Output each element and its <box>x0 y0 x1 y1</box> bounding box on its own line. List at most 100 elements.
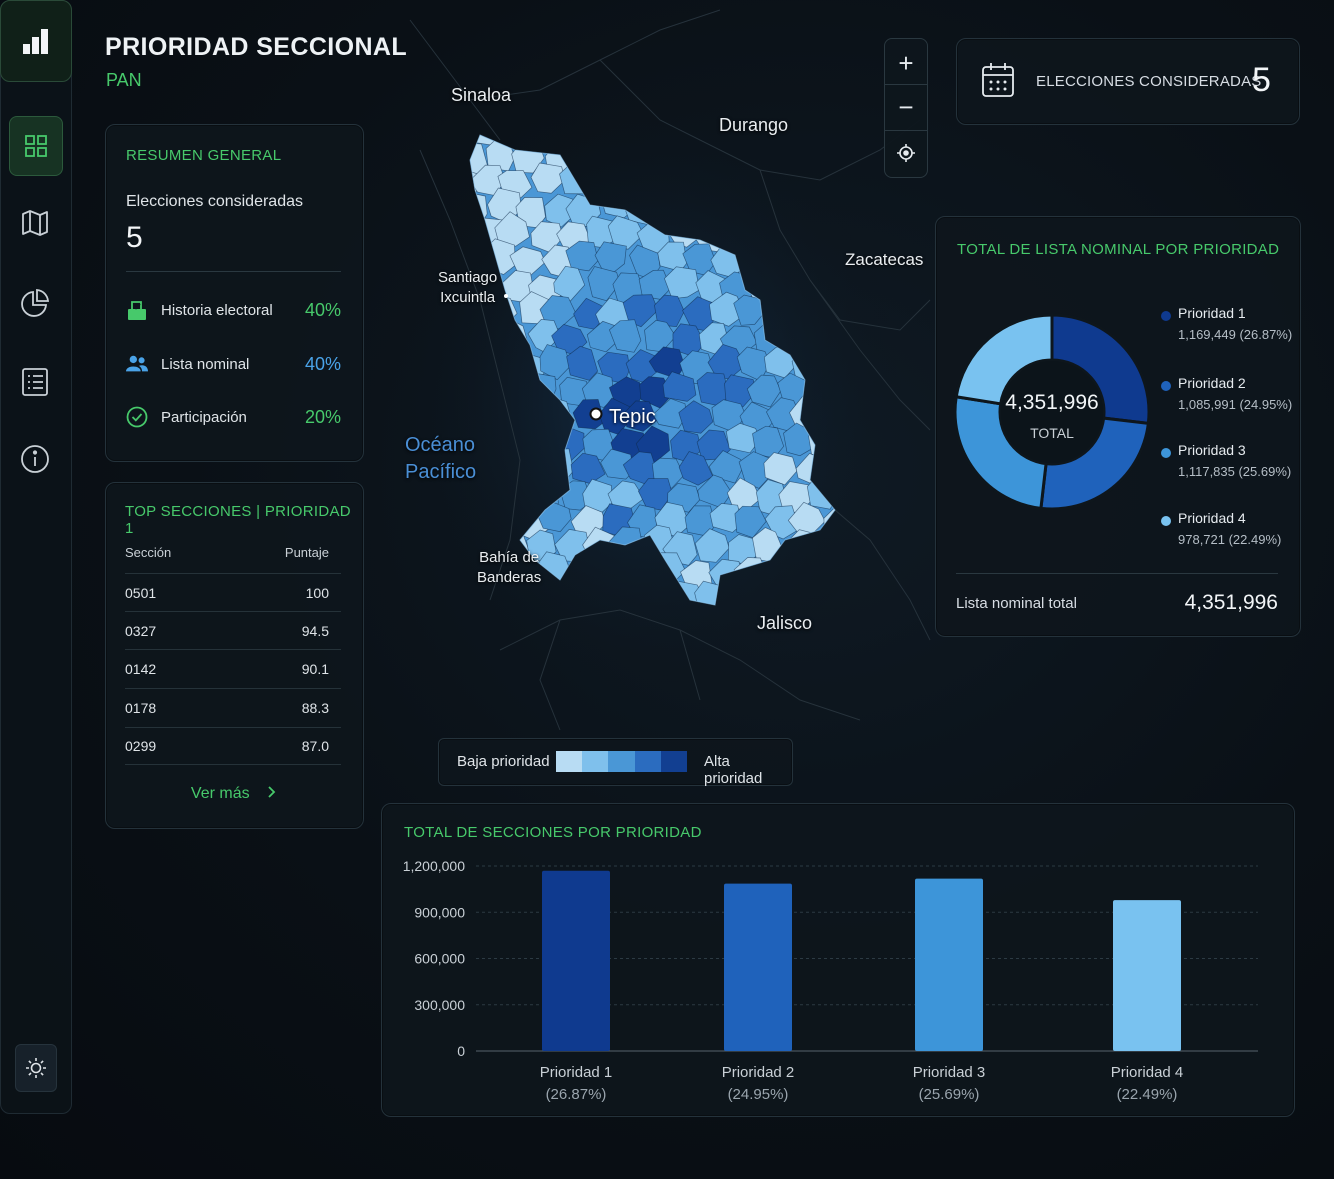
cell-puntaje: 87.0 <box>301 738 329 754</box>
map-section-cell[interactable] <box>678 400 714 434</box>
cell-seccion: 0501 <box>125 584 157 601</box>
map-section-cell[interactable] <box>494 211 530 247</box>
column-header-puntaje: Puntaje <box>284 545 329 560</box>
map-section-cell[interactable] <box>709 503 743 533</box>
sidebar-item-info[interactable] <box>9 430 61 488</box>
elections-card-label: ELECCIONES CONSIDERADAS <box>1036 73 1262 90</box>
table-row[interactable]: 0501 100 <box>125 573 341 611</box>
map-section-cell[interactable] <box>708 450 743 484</box>
donut-slice-4[interactable] <box>954 313 1054 406</box>
neighbor-borders <box>409 9 931 731</box>
map-section-cell[interactable] <box>812 117 843 148</box>
map-section-cell[interactable] <box>553 265 586 302</box>
map-section-cell[interactable] <box>608 319 642 353</box>
map-section-cell[interactable] <box>662 371 697 402</box>
bar-3[interactable] <box>915 878 983 1051</box>
map-controls: + − <box>884 38 928 178</box>
cell-seccion: 0142 <box>125 660 157 677</box>
map-section-cell[interactable] <box>587 266 621 302</box>
sidebar-item-list[interactable] <box>9 353 61 411</box>
map-section-cell[interactable] <box>572 399 605 430</box>
table-row[interactable]: 0142 90.1 <box>125 649 341 687</box>
legend-swatch <box>556 751 583 772</box>
donut-slice-3[interactable] <box>954 395 1048 511</box>
x-tick-sublabel: (22.49%) <box>1117 1086 1178 1103</box>
crosshair-icon <box>897 144 915 162</box>
map-section-cell[interactable] <box>709 291 746 327</box>
app-logo[interactable] <box>0 0 72 82</box>
map-section-cell[interactable] <box>663 266 700 300</box>
info-icon <box>21 445 49 473</box>
map-section-cell[interactable] <box>652 398 687 429</box>
map-section-cell[interactable] <box>724 374 757 408</box>
map-section-cell[interactable] <box>624 400 658 432</box>
x-tick-label: Prioridad 1 <box>540 1064 613 1081</box>
sidebar-item-dashboard[interactable] <box>9 116 63 176</box>
map-section-cell[interactable] <box>444 113 478 146</box>
zoom-in-button[interactable]: + <box>898 47 914 78</box>
summary-row-value: 20% <box>304 406 341 427</box>
table-row[interactable]: 0327 94.5 <box>125 611 341 649</box>
donut-slice-2[interactable] <box>1039 416 1150 511</box>
theme-toggle-button[interactable] <box>15 1044 57 1092</box>
nominal-list-panel: TOTAL DE LISTA NOMINAL POR PRIORIDAD 4,3… <box>935 216 1301 637</box>
sidebar-item-map[interactable] <box>9 194 61 252</box>
page-title: PRIORIDAD SECCIONAL <box>105 33 408 61</box>
label-oceano-pacifico: Océano Pacífico <box>405 432 476 486</box>
sidebar <box>0 0 72 1114</box>
table-header: Sección Puntaje <box>125 545 329 560</box>
map-section-cell[interactable] <box>581 372 615 408</box>
see-more-label: Ver más <box>190 785 250 802</box>
map-section-cell[interactable] <box>565 240 599 272</box>
nominal-total-value: 4,351,996 <box>1184 591 1278 614</box>
locate-button[interactable] <box>885 131 927 175</box>
cell-puntaje: 88.3 <box>301 699 329 716</box>
map[interactable] <box>370 0 935 735</box>
check-circle-icon <box>126 406 148 428</box>
table-row[interactable]: 0299 87.0 <box>125 727 341 765</box>
map-section-cell[interactable] <box>566 345 598 381</box>
map-section-cell[interactable] <box>622 294 659 328</box>
y-tick-label: 0 <box>457 1043 465 1059</box>
map-section-cell[interactable] <box>654 294 685 327</box>
legend-name: Prioridad 2 <box>1178 375 1246 391</box>
map-section-cell[interactable] <box>530 162 566 194</box>
legend-swatch <box>660 751 688 772</box>
see-more-link[interactable]: Ver más <box>106 785 363 803</box>
pie-chart-icon <box>21 289 49 317</box>
sidebar-item-analytics[interactable] <box>9 274 61 332</box>
summary-row-label: Historia electoral <box>161 301 273 319</box>
legend-high-label: Alta prioridad <box>704 753 763 787</box>
summary-row-historia: Historia electoral 40% <box>126 295 341 325</box>
nominal-total-label: Lista nominal total <box>956 595 1077 612</box>
bar-4[interactable] <box>1113 900 1181 1051</box>
tepic-marker[interactable] <box>589 407 603 421</box>
zoom-out-button[interactable]: − <box>898 91 914 122</box>
map-section-cell[interactable] <box>763 452 798 486</box>
map-section-cell[interactable] <box>764 505 800 540</box>
map-section-cell[interactable] <box>607 215 644 250</box>
y-tick-label: 900,000 <box>414 904 465 920</box>
legend-name: Prioridad 4 <box>1178 510 1246 526</box>
legend-dot <box>1161 448 1171 458</box>
x-tick-label: Prioridad 2 <box>722 1064 795 1081</box>
map-section-cell[interactable] <box>725 422 761 454</box>
divider <box>885 130 927 131</box>
map-section-cell[interactable] <box>600 448 634 480</box>
cell-puntaje: 100 <box>305 584 329 601</box>
map-section-cell[interactable] <box>539 344 571 381</box>
summary-row-participacion: Participación 20% <box>126 402 341 432</box>
bar-1[interactable] <box>542 870 610 1051</box>
bar-2[interactable] <box>724 883 792 1051</box>
label-santiago-line1: Santiago <box>438 269 498 286</box>
map-section-cell[interactable] <box>694 528 730 563</box>
map-section-cell[interactable] <box>544 193 575 228</box>
table-row[interactable]: 0178 88.3 <box>125 688 341 726</box>
x-tick-sublabel: (25.69%) <box>919 1086 980 1103</box>
legend-swatch <box>634 751 661 772</box>
map-section-cell[interactable] <box>746 374 782 408</box>
map-section-cell[interactable] <box>817 135 851 168</box>
donut-slice-1[interactable] <box>1050 313 1150 426</box>
label-sinaloa: Sinaloa <box>451 85 512 105</box>
map-section-cell[interactable] <box>678 451 714 486</box>
